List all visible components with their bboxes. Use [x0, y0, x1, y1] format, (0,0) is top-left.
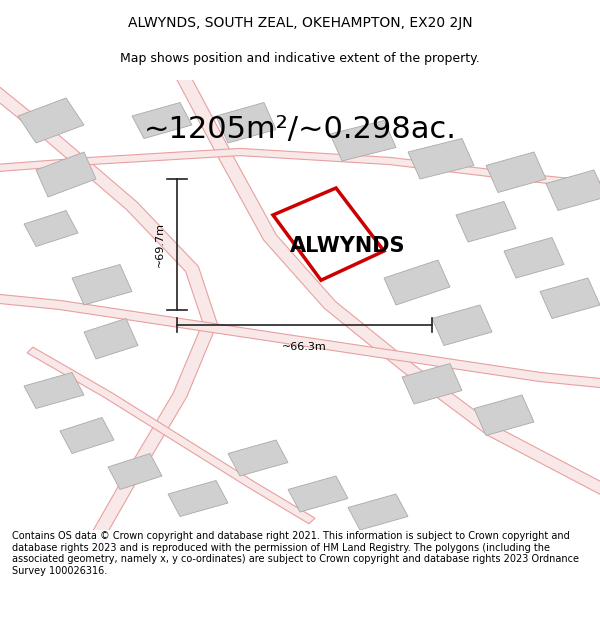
Polygon shape — [288, 476, 348, 512]
Polygon shape — [27, 347, 315, 524]
Text: ~69.7m: ~69.7m — [155, 222, 165, 267]
Polygon shape — [0, 291, 600, 391]
Polygon shape — [546, 170, 600, 211]
Polygon shape — [72, 264, 132, 305]
Polygon shape — [132, 102, 192, 139]
Polygon shape — [456, 201, 516, 242]
Polygon shape — [402, 364, 462, 404]
Polygon shape — [60, 418, 114, 454]
Text: ~66.3m: ~66.3m — [282, 342, 327, 352]
Polygon shape — [384, 260, 450, 305]
Polygon shape — [348, 494, 408, 530]
Polygon shape — [540, 278, 600, 319]
Polygon shape — [486, 152, 546, 192]
Polygon shape — [173, 69, 600, 498]
Polygon shape — [228, 440, 288, 476]
Polygon shape — [0, 148, 600, 192]
Polygon shape — [168, 481, 228, 516]
Text: Contains OS data © Crown copyright and database right 2021. This information is : Contains OS data © Crown copyright and d… — [12, 531, 579, 576]
Polygon shape — [432, 305, 492, 346]
Polygon shape — [216, 102, 276, 143]
Polygon shape — [84, 319, 138, 359]
Polygon shape — [36, 152, 96, 197]
Polygon shape — [0, 68, 217, 541]
Text: ALWYNDS: ALWYNDS — [290, 236, 406, 256]
Text: ALWYNDS, SOUTH ZEAL, OKEHAMPTON, EX20 2JN: ALWYNDS, SOUTH ZEAL, OKEHAMPTON, EX20 2J… — [128, 16, 472, 30]
Polygon shape — [408, 139, 474, 179]
Polygon shape — [24, 372, 84, 409]
Text: ~1205m²/~0.298ac.: ~1205m²/~0.298ac. — [143, 115, 457, 144]
Polygon shape — [18, 98, 84, 143]
Text: Map shows position and indicative extent of the property.: Map shows position and indicative extent… — [120, 52, 480, 65]
Polygon shape — [504, 238, 564, 278]
Polygon shape — [330, 121, 396, 161]
Polygon shape — [474, 395, 534, 436]
Polygon shape — [108, 454, 162, 489]
Polygon shape — [24, 211, 78, 246]
